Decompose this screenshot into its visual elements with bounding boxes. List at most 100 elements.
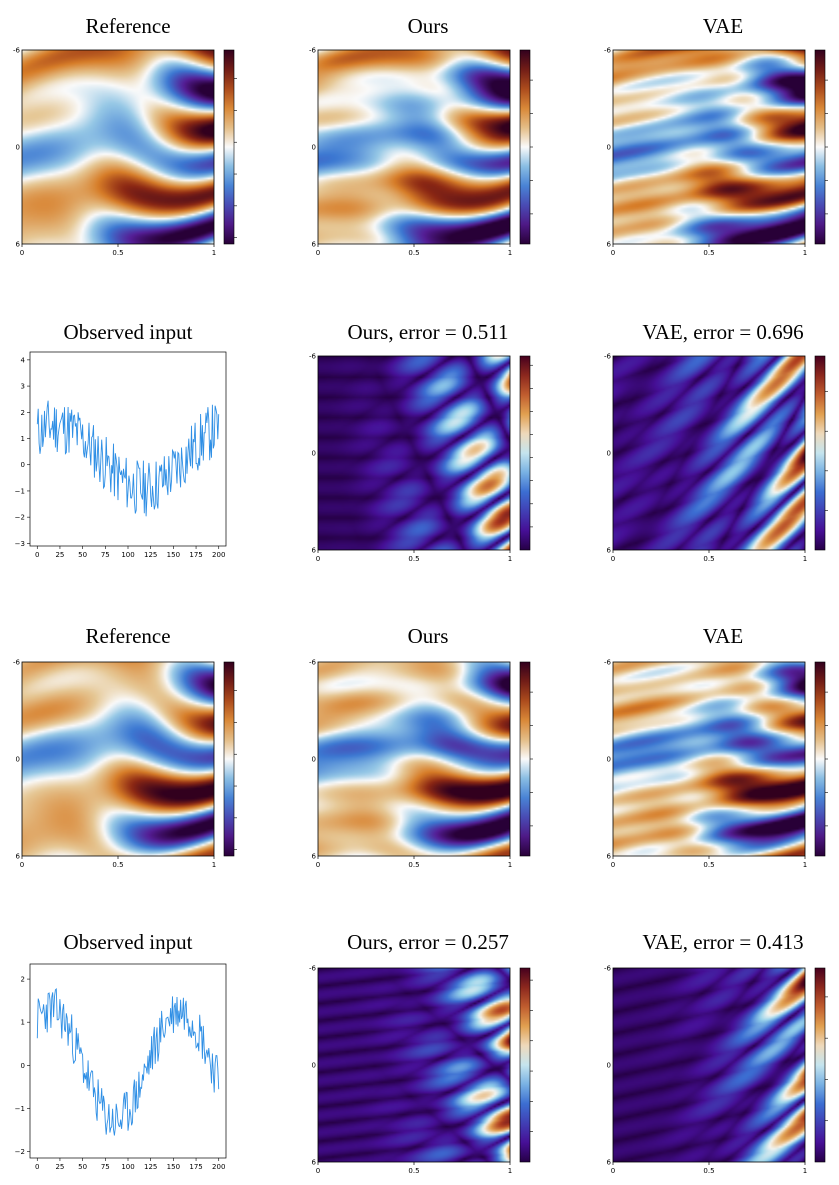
y-tick-label: 6 — [312, 547, 317, 555]
y-tick-label: 0 — [312, 756, 316, 764]
panel-title: VAE — [702, 624, 744, 648]
heatmap-image — [613, 662, 805, 856]
x-tick-label: 0.5 — [703, 249, 714, 257]
x-tick-label: 50 — [78, 1163, 87, 1171]
y-tick-label: 6 — [607, 547, 612, 555]
x-tick-label: 100 — [121, 1163, 134, 1171]
x-tick-label: 0.5 — [408, 249, 419, 257]
x-tick-label: 0.5 — [703, 861, 714, 869]
y-tick-label: 2 — [21, 976, 25, 984]
y-tick-label: −2 — [15, 1148, 25, 1156]
y-tick-label: 0 — [312, 450, 316, 458]
panel-title: VAE, error = 0.696 — [642, 320, 804, 344]
heatmap-image — [613, 356, 805, 550]
x-tick-label: 1 — [803, 861, 807, 869]
x-tick-label: 0 — [316, 555, 320, 563]
x-tick-label: 0 — [316, 861, 320, 869]
panel-title: Ours — [407, 14, 449, 38]
line-svg: 0 25 50 75 100 125 150 175 200 4 3 2 1 0 −1 −2 −3 — [15, 351, 227, 559]
heatmap-svg: 00.51-606210−1−2−3 — [13, 47, 249, 258]
x-tick-label: 1 — [803, 249, 807, 257]
y-tick-label: -6 — [13, 47, 21, 55]
y-tick-label: −3 — [15, 540, 25, 548]
panel-title: Reference — [85, 14, 171, 38]
y-tick-label: 0 — [21, 461, 25, 469]
heatmap-image — [318, 356, 510, 550]
y-tick-label: 0 — [607, 450, 611, 458]
y-tick-label: 0 — [607, 144, 611, 152]
observed-input-panel: 0 25 50 75 100 125 150 175 200 2 1 0 −1 −2 — [14, 962, 234, 1177]
y-tick-label: 0 — [607, 756, 611, 764]
x-tick-label: 0 — [611, 861, 615, 869]
colorbar — [519, 967, 531, 1163]
colorbar — [814, 967, 826, 1163]
heatmap-image — [613, 968, 805, 1162]
y-tick-label: 6 — [312, 853, 317, 861]
y-tick-label: -6 — [604, 965, 612, 973]
y-tick-label: -6 — [309, 659, 317, 667]
panel-title: Reference — [85, 624, 171, 648]
panel-title: Observed input — [63, 930, 193, 954]
heatmap-panel: 00.51-606210−− — [597, 44, 836, 267]
heatmap-panel: 00.51-606210−1−2 — [302, 656, 545, 879]
y-tick-label: 0 — [21, 1062, 25, 1070]
panel-title: Observed input — [63, 320, 193, 344]
series-line — [36, 400, 220, 517]
x-tick-label: 1 — [508, 1167, 512, 1175]
y-tick-label: -6 — [309, 47, 317, 55]
x-tick-label: 175 — [189, 551, 202, 559]
x-tick-label: 1 — [508, 249, 512, 257]
x-tick-label: 175 — [189, 1163, 202, 1171]
y-tick-label: 0 — [16, 756, 20, 764]
x-tick-label: 125 — [144, 1163, 157, 1171]
y-tick-label: 6 — [16, 853, 21, 861]
y-tick-label: 6 — [16, 241, 21, 249]
y-tick-label: 0 — [312, 1062, 316, 1070]
y-tick-label: 6 — [312, 1159, 317, 1167]
y-tick-label: 0 — [607, 1062, 611, 1070]
x-tick-label: 0 — [316, 1167, 320, 1175]
x-tick-label: 0.5 — [408, 1167, 419, 1175]
y-tick-label: 0 — [312, 144, 316, 152]
y-tick-label: 6 — [607, 1159, 612, 1167]
x-tick-label: 0 — [35, 551, 39, 559]
colorbar — [814, 49, 826, 245]
colorbar — [519, 661, 531, 857]
y-tick-label: -6 — [604, 659, 612, 667]
x-tick-label: 0 — [611, 249, 615, 257]
heatmap-image — [318, 662, 510, 856]
colorbar — [519, 49, 531, 245]
heatmap-svg: 00.51-6064321 — [604, 965, 835, 1176]
heatmap-image — [318, 50, 510, 244]
x-tick-label: 1 — [803, 1167, 807, 1175]
x-tick-label: 25 — [55, 1163, 64, 1171]
x-tick-label: 1 — [212, 861, 216, 869]
heatmap-svg: 00.51-606210−1−2 — [309, 659, 545, 870]
panel-title: Ours — [407, 624, 449, 648]
heatmap-svg: 00.51-606210−− — [604, 659, 836, 870]
x-tick-label: 0.5 — [408, 861, 419, 869]
heatmap-svg: 00.51-6064321 — [604, 353, 835, 564]
x-tick-label: 125 — [144, 551, 157, 559]
heatmap-image — [318, 968, 510, 1162]
observed-input-panel: 0 25 50 75 100 125 150 175 200 4 3 2 1 0 −1 −2 −3 — [14, 350, 234, 565]
heatmap-svg: 00.51-6063.02.52.01.51.00.5 — [309, 965, 546, 1176]
y-tick-label: −2 — [15, 514, 25, 522]
y-tick-label: 6 — [607, 853, 612, 861]
x-tick-label: 0 — [611, 555, 615, 563]
x-tick-label: 50 — [78, 551, 87, 559]
heatmap-panel: 00.51-6064321 — [597, 962, 835, 1185]
x-tick-label: 0.5 — [112, 861, 123, 869]
panel-title: Ours, error = 0.511 — [347, 320, 509, 344]
heatmap-panel: 00.51-6064321 — [597, 350, 835, 573]
x-tick-label: 0 — [20, 249, 24, 257]
x-tick-label: 0.5 — [703, 555, 714, 563]
x-tick-label: 150 — [167, 551, 180, 559]
y-tick-label: 1 — [21, 435, 25, 443]
y-tick-label: −1 — [15, 1105, 25, 1113]
series-line — [36, 988, 220, 1136]
heatmap-panel: 00.51-6063.02.52.01.51.00.5 — [302, 962, 546, 1185]
x-tick-label: 0.5 — [703, 1167, 714, 1175]
x-tick-label: 1 — [508, 555, 512, 563]
y-tick-label: -6 — [309, 353, 317, 361]
